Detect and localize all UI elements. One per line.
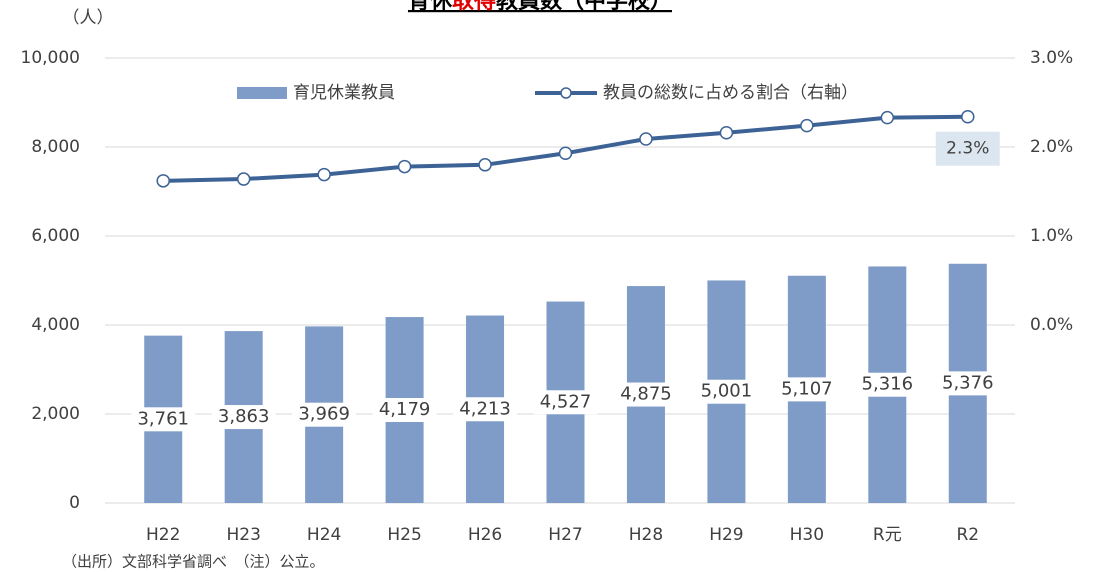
chart-title: 育休取得教員数（中学校） xyxy=(408,0,672,14)
legend-label: 育児休業教員 xyxy=(293,83,395,103)
label-bg xyxy=(453,397,518,422)
y-tick-label: 2,000 xyxy=(31,404,80,424)
point xyxy=(800,118,814,133)
x-tick-label: H23 xyxy=(226,525,260,545)
label-bg xyxy=(935,371,1000,396)
data-label: 5,316 xyxy=(862,374,914,395)
data-label: 4,179 xyxy=(379,399,431,420)
point xyxy=(397,159,412,174)
x-tick-label: H22 xyxy=(146,525,180,545)
data-label: 5,001 xyxy=(701,381,753,402)
data-label: 5,376 xyxy=(942,372,994,393)
y-tick-label: 0 xyxy=(69,493,80,513)
point xyxy=(317,167,331,182)
legend-label: 教員の総数に占める割合（右軸） xyxy=(603,83,858,103)
data-label: 2.3% xyxy=(946,139,989,159)
title-part: 取得 xyxy=(452,0,496,14)
y-tick-label: 10,000 xyxy=(21,48,80,68)
label-bg xyxy=(855,372,920,397)
data-label: 4,527 xyxy=(540,391,592,412)
x-tick-label: H29 xyxy=(709,525,743,545)
legend-swatch xyxy=(237,87,287,99)
x-tick-label: H24 xyxy=(307,525,341,545)
x-tick-label: H30 xyxy=(790,525,824,545)
point xyxy=(156,174,170,188)
x-tick-label: R2 xyxy=(956,525,979,545)
y-tick-label: 4,000 xyxy=(31,315,80,335)
x-tick-label: H28 xyxy=(629,525,663,545)
data-label: 4,213 xyxy=(459,398,511,419)
data-label: 3,761 xyxy=(137,408,189,429)
label-bg xyxy=(694,379,759,404)
x-tick-label: H27 xyxy=(548,525,582,545)
label-bg xyxy=(533,390,598,415)
label-bg xyxy=(935,131,1000,166)
data-label: 5,107 xyxy=(781,378,833,399)
legend-swatch xyxy=(560,87,572,99)
source-note: （出所）文部科学省調べ （注）公立。 xyxy=(62,553,325,571)
data-label: 3,863 xyxy=(218,406,270,427)
point xyxy=(880,110,895,125)
y2-tick-label: 0.0% xyxy=(1030,315,1073,335)
y-axis-label: （人） xyxy=(63,8,114,28)
y-tick-label: 8,000 xyxy=(31,137,80,157)
point xyxy=(961,109,975,124)
data-label: 4,875 xyxy=(620,384,672,405)
label-bg xyxy=(372,398,437,423)
label-bg xyxy=(292,402,357,427)
label-bg xyxy=(211,405,276,430)
y-tick-label: 6,000 xyxy=(31,226,80,246)
point xyxy=(719,126,734,140)
y2-tick-label: 3.0% xyxy=(1030,48,1073,68)
label-bg xyxy=(613,382,678,407)
point xyxy=(478,158,492,172)
y2-tick-label: 2.0% xyxy=(1030,137,1073,157)
point xyxy=(236,172,251,186)
point xyxy=(639,132,653,146)
title-part: 育休 xyxy=(408,0,453,14)
data-label: 3,969 xyxy=(298,404,350,425)
label-bg xyxy=(131,407,196,432)
y2-tick-label: 1.0% xyxy=(1030,226,1073,246)
point xyxy=(558,146,573,160)
x-tick-label: R元 xyxy=(873,525,902,545)
x-tick-label: H26 xyxy=(468,525,502,545)
title-part: 教員数（中学校） xyxy=(496,0,672,14)
x-tick-label: H25 xyxy=(387,525,421,545)
label-bg xyxy=(774,377,839,402)
